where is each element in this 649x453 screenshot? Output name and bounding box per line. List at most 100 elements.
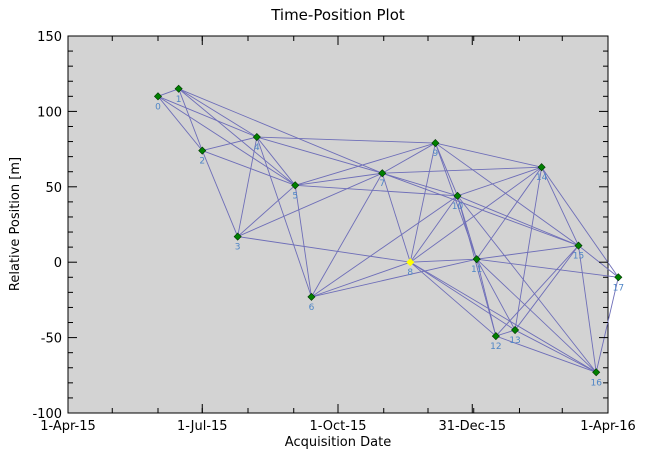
reference-point	[406, 258, 415, 267]
connection-line	[476, 258, 597, 373]
connection-line	[514, 167, 543, 331]
axis-ticks	[67, 35, 609, 414]
connection-line	[311, 195, 458, 298]
connection-line	[409, 195, 458, 263]
data-point	[233, 232, 242, 241]
connection-line	[457, 195, 597, 373]
connection-line	[157, 96, 203, 151]
connection-line	[578, 245, 619, 278]
y-tick-label: 0	[54, 256, 62, 271]
connection-line	[514, 329, 597, 373]
connection-line	[178, 88, 383, 174]
x-tick-label: 1-Apr-16	[580, 419, 636, 434]
point-label: 4	[254, 143, 260, 153]
connection-line	[295, 172, 383, 186]
connection-line	[178, 88, 258, 138]
connection-line	[410, 261, 516, 331]
data-point	[453, 191, 462, 200]
data-point	[614, 273, 623, 282]
y-tick-label: 100	[37, 105, 62, 120]
connection-line	[294, 185, 312, 297]
data-point	[431, 139, 440, 148]
point-label: 8	[407, 268, 413, 278]
x-axis-label: Acquisition Date	[285, 435, 391, 450]
x-tick-label: 1-Apr-15	[40, 419, 96, 434]
tick-labels: 1-Apr-15 1-Jul-15 1-Oct-15 31-Dec-15 1-Apr-1…	[32, 30, 635, 434]
point-label: 1	[176, 95, 182, 105]
connection-line	[202, 136, 257, 152]
connection-line	[295, 142, 436, 186]
point-label: 15	[573, 252, 584, 262]
connection-line	[476, 258, 619, 278]
connection-line	[457, 195, 497, 337]
connection-line	[382, 166, 542, 174]
connection-line	[476, 259, 497, 337]
data-point	[252, 133, 261, 142]
connection-line	[202, 150, 296, 186]
connection-line	[237, 136, 258, 237]
connection-line	[595, 277, 619, 373]
connection-line	[382, 142, 436, 174]
point-label: 0	[155, 102, 161, 112]
connection-line	[311, 258, 477, 298]
connection-line	[541, 167, 579, 246]
chart-title: Time-Position Plot	[270, 6, 405, 24]
connection-line	[237, 172, 383, 237]
connection-line	[237, 236, 411, 263]
connection-line	[410, 261, 597, 373]
point-label: 17	[613, 283, 624, 293]
point-label: 14	[536, 173, 548, 183]
connection-line	[201, 150, 239, 237]
connection-line	[410, 261, 497, 337]
connection-line	[495, 329, 516, 337]
connection-line	[311, 261, 411, 298]
point-label: 9	[433, 149, 439, 159]
connection-line	[457, 166, 542, 197]
point-label: 5	[292, 191, 298, 201]
data-point	[574, 241, 583, 250]
point-label: 16	[590, 378, 602, 388]
connection-line	[295, 184, 458, 197]
connection-line	[514, 245, 579, 331]
point-label: 13	[509, 336, 520, 346]
connection-line	[178, 88, 203, 151]
data-point	[307, 292, 316, 301]
connection-line	[157, 88, 179, 97]
connection-line	[157, 95, 296, 186]
connection-line	[410, 258, 477, 263]
connection-line	[476, 258, 516, 331]
data-point	[153, 92, 163, 101]
point-label: 7	[379, 179, 385, 189]
connection-line	[381, 173, 411, 263]
data-point	[537, 163, 546, 172]
point-label: 10	[452, 202, 464, 212]
connection-line	[495, 245, 579, 337]
data-point	[592, 368, 601, 377]
data-point	[291, 181, 300, 190]
connection-line	[311, 173, 383, 298]
point-label: 6	[309, 303, 315, 313]
y-tick-label: -50	[41, 332, 62, 347]
connection-line	[237, 184, 296, 237]
connection-line	[256, 136, 312, 298]
connection-lines	[157, 88, 619, 373]
connection-line	[410, 166, 542, 263]
connection-line	[457, 195, 579, 247]
connection-line	[476, 166, 542, 260]
data-point	[198, 146, 207, 155]
connection-line	[178, 88, 296, 186]
connection-line	[435, 142, 579, 246]
x-tick-label: 31-Dec-15	[438, 419, 506, 434]
y-axis-label: Relative Position [m]	[8, 157, 23, 291]
connection-line	[157, 95, 258, 138]
x-tick-label: 1-Jul-15	[177, 419, 228, 434]
point-label: 11	[471, 265, 482, 275]
point-label: 3	[235, 243, 241, 253]
data-point	[491, 332, 500, 341]
connection-line	[382, 172, 458, 197]
connection-line	[256, 136, 383, 174]
point-label: 2	[199, 157, 205, 167]
connection-line	[256, 136, 296, 186]
